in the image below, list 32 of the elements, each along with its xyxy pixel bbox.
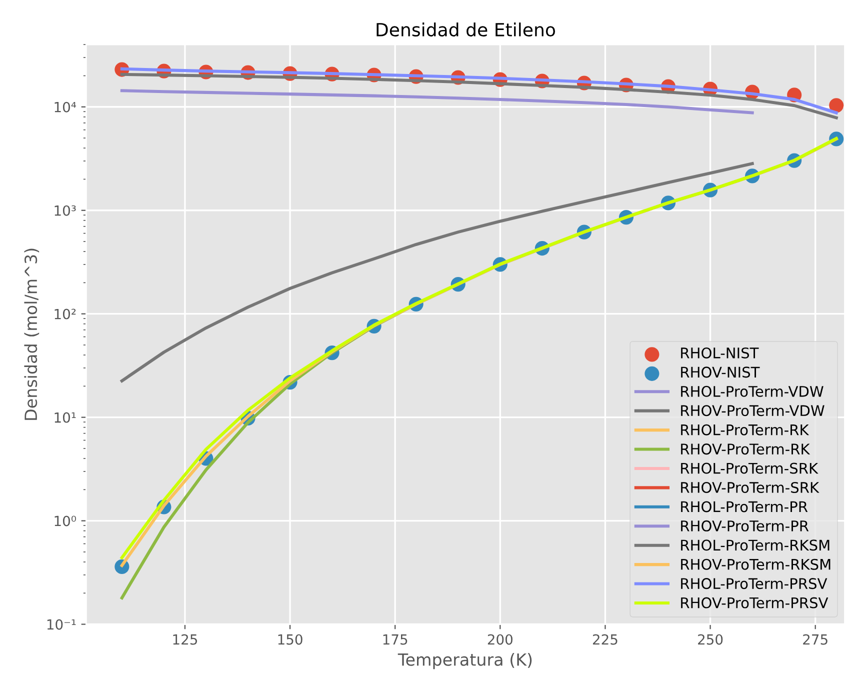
x-axis-title: Temperatura (K): [398, 653, 532, 670]
x-tick-label: 125: [173, 634, 197, 645]
x-tick-label: 250: [698, 634, 723, 645]
line-series: [120, 89, 754, 114]
point: [829, 98, 844, 113]
legend-label: RHOV-ProTerm-VDW: [681, 405, 824, 416]
legend-label: RHOL-ProTerm-PRSV: [681, 578, 828, 590]
legend-label: RHOV-ProTerm-RKSM: [681, 558, 830, 570]
chart-title: Densidad de Etileno: [376, 22, 556, 37]
y-tick-label: 10⁻¹: [47, 619, 76, 630]
y-axis-title: Densidad (mol/m^3): [24, 248, 40, 420]
y-tick-label: 10²: [54, 308, 76, 320]
legend-label: RHOL-ProTerm-RKSM: [681, 540, 830, 551]
x-tick-label: 150: [278, 634, 302, 645]
x-tick-label: 225: [592, 634, 618, 645]
y-tick-label: 10³: [54, 205, 76, 216]
x-tick-label: 175: [383, 634, 408, 645]
x-tick-label: 200: [488, 634, 512, 645]
legend-label: RHOV-ProTerm-SRK: [681, 482, 820, 493]
x-tick-label: 275: [803, 634, 828, 645]
legend-label: RHOL-NIST: [681, 347, 759, 358]
y-tick-label: 10⁰: [54, 516, 76, 526]
legend-label: RHOV-ProTerm-RK: [681, 444, 810, 455]
legend-label: RHOV-NIST: [681, 366, 760, 378]
y-tick-label: 10¹: [54, 412, 76, 423]
legend-label: RHOL-ProTerm-SRK: [681, 462, 818, 474]
legend-label: RHOV-ProTerm-PRSV: [681, 597, 828, 608]
legend-label: RHOL-ProTerm-RK: [681, 424, 810, 436]
y-tick-label: 10⁴: [54, 102, 76, 112]
legend-label: RHOV-ProTerm-PR: [681, 520, 809, 532]
legend-label: RHOL-ProTerm-PR: [681, 501, 808, 512]
legend-label: RHOL-ProTerm-VDW: [681, 386, 824, 397]
